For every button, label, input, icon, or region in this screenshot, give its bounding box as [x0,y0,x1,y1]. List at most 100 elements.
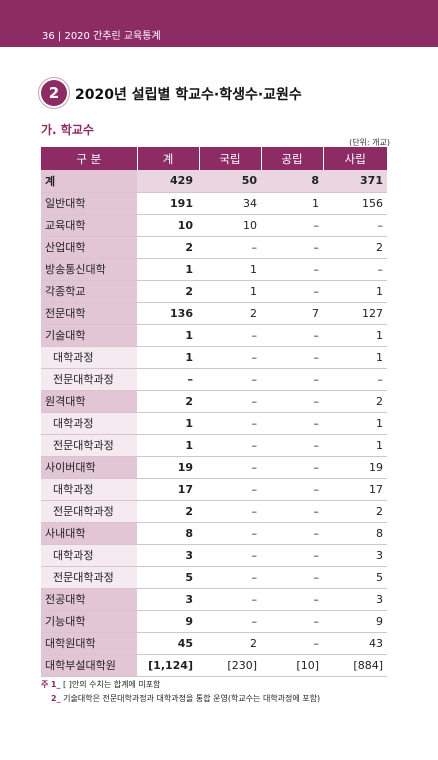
cell-public: – [261,368,323,391]
cell-public: – [261,346,323,369]
row-label: 대학과정 [41,412,137,435]
row-label: 사이버대학 [41,456,137,479]
table-row: 전공대학 3– –3 [41,588,387,611]
cell-private: 19 [323,456,387,479]
cell-total: 1 [137,434,199,457]
row-label: 기술대학 [41,324,137,347]
table-row: 대학원대학 45 2–43 [41,632,387,655]
cell-national: – [199,566,261,589]
cell-national: 1 [199,280,261,303]
cell-public: – [261,588,323,611]
column-header-total: 계 [136,147,199,170]
row-label: 전공대학 [41,588,137,611]
cell-total: – [137,368,199,391]
cell-private: 1 [323,324,387,347]
cell-private: 3 [323,544,387,567]
cell-total: 136 [137,302,199,325]
cell-private: 371 [323,170,387,193]
cell-total: 2 [137,236,199,259]
row-label: 산업대학 [41,236,137,259]
table-row: 기술대학 1– –1 [41,324,387,347]
footnote-text: [ ]안의 수치는 합계에 미포함 [63,680,161,689]
cell-national: – [199,412,261,435]
cell-public: – [261,412,323,435]
cell-public: – [261,280,323,303]
cell-national: – [199,544,261,567]
table-row: 계 429 50 8 371 [41,170,387,193]
cell-total: 429 [137,170,199,193]
cell-private: 1 [323,280,387,303]
cell-private: – [323,258,387,281]
page-number-label: 36 | 2020 간추린 교육통계 [42,31,161,42]
row-label: 전문대학과정 [41,566,137,589]
table-row: 전문대학과정 5– –5 [41,566,387,589]
footnote-index: 1_ [50,680,61,689]
table-row: 원격대학 2– –2 [41,390,387,413]
cell-private: 43 [323,632,387,655]
cell-private: 127 [323,302,387,325]
cell-total: 9 [137,610,199,633]
row-label: 계 [41,170,137,193]
cell-public: – [261,632,323,655]
cell-private: 1 [323,346,387,369]
cell-public: – [261,610,323,633]
row-label: 전문대학과정 [41,368,137,391]
row-label: 전문대학과정 [41,500,137,523]
cell-national: – [199,346,261,369]
cell-national: 50 [199,170,261,193]
cell-public: – [261,478,323,501]
row-label: 전문대학과정 [41,434,137,457]
cell-total: 1 [137,258,199,281]
cell-private: [884] [323,654,387,677]
cell-national: – [199,522,261,545]
table-row: 전문대학과정 1– –1 [41,434,387,457]
cell-public: – [261,500,323,523]
cell-public: – [261,236,323,259]
table-row: 전문대학과정 – – – – [41,368,387,391]
cell-private: 17 [323,478,387,501]
table-row: 기능대학 9– –9 [41,610,387,633]
cell-national: – [199,456,261,479]
row-label: 대학원대학 [41,632,137,655]
cell-national: – [199,324,261,347]
cell-total: [1,124] [137,654,199,677]
cell-public: – [261,214,323,237]
table-row: 사내대학 8– –8 [41,522,387,545]
table-body: 계 429 50 8 371 일반대학 191 34 1 156 교육대학 10 10– – 산업대학 2– –… [41,170,387,677]
column-header-category: 구 분 [41,147,137,170]
cell-private: 1 [323,412,387,435]
footnote-index: 2_ [51,694,61,703]
cell-national: 34 [199,192,261,215]
table-row: 일반대학 191 34 1 156 [41,192,387,215]
cell-national: 2 [199,302,261,325]
section-title: 2020년 설립별 학교수·학생수·교원수 [75,87,302,103]
subsection-title: 가. 학교수 [41,123,94,137]
cell-public: – [261,258,323,281]
unit-label: (단위: 개교) [349,138,390,147]
cell-private: 1 [323,434,387,457]
school-count-table: 구 분 계 국립 공립 사립 계 429 50 8 371 일반대학 191 34 1 156 교육… [41,147,387,677]
cell-national: 10 [199,214,261,237]
cell-private: – [323,214,387,237]
cell-total: 17 [137,478,199,501]
cell-public: [10] [261,654,323,677]
cell-total: 19 [137,456,199,479]
cell-private: 5 [323,566,387,589]
row-label: 대학과정 [41,478,137,501]
cell-private: 2 [323,390,387,413]
cell-total: 2 [137,390,199,413]
cell-private: 156 [323,192,387,215]
cell-total: 8 [137,522,199,545]
page-header-bar: 36 | 2020 간추린 교육통계 [0,0,438,47]
footnote-prefix: 주 [41,680,49,689]
cell-private: 3 [323,588,387,611]
table-row: 대학과정 3– –3 [41,544,387,567]
cell-national: – [199,434,261,457]
row-label: 대학과정 [41,346,137,369]
cell-total: 10 [137,214,199,237]
cell-public: – [261,566,323,589]
footnote-2: 2_ 기술대학은 전문대학과정과 대학과정을 통합 운영(학교수는 대학과정에 … [41,693,320,707]
row-label: 교육대학 [41,214,137,237]
row-label: 사내대학 [41,522,137,545]
cell-public: – [261,324,323,347]
